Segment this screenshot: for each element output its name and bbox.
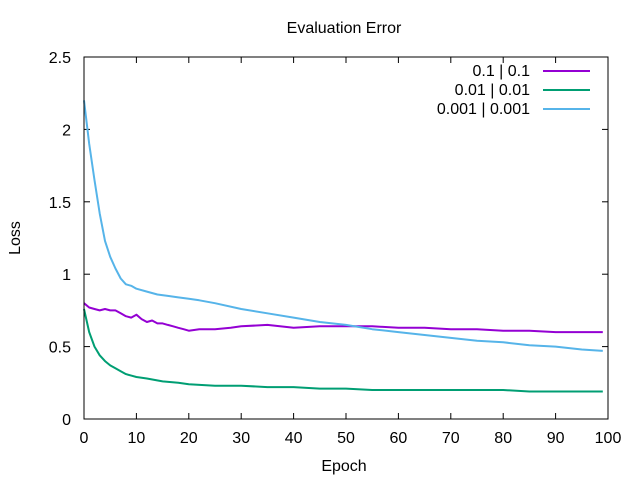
x-axis-label: Epoch [321, 458, 366, 475]
x-tick-label: 30 [232, 430, 250, 447]
x-tick-label: 40 [285, 430, 303, 447]
plot-frame [83, 56, 609, 420]
y-tick-label: 1 [62, 267, 71, 284]
x-tick-label: 0 [80, 430, 89, 447]
series-line-0 [83, 302, 603, 334]
x-tick-label: 80 [494, 430, 512, 447]
x-tick-label: 70 [442, 430, 460, 447]
x-tick-label: 90 [547, 430, 565, 447]
y-tick-label: 0.5 [49, 340, 71, 357]
x-tick-label: 10 [128, 430, 146, 447]
x-tick-label: 50 [337, 430, 355, 447]
y-tick-label: 2 [62, 122, 71, 139]
x-tick-label: 100 [595, 430, 622, 447]
series-layer [83, 100, 603, 393]
legend-label: 0.1 | 0.1 [472, 63, 530, 80]
legend-label: 0.01 | 0.01 [455, 82, 530, 99]
chart-title: Evaluation Error [287, 20, 402, 37]
x-tick-label: 60 [390, 430, 408, 447]
legend: 0.1 | 0.1 0.01 | 0.01 0.001 | 0.001 [437, 63, 590, 118]
y-axis-label: Loss [7, 221, 24, 255]
series-line-2 [83, 100, 603, 352]
y-tick-label: 0 [62, 412, 71, 429]
x-tick-label: 20 [180, 430, 198, 447]
y-tick-label: 2.5 [49, 50, 71, 67]
series-line-1 [83, 308, 603, 393]
axis-ticks: 0 10 20 30 40 50 60 70 80 90 100 0 0.5 1 1.5 2 2.5 [49, 50, 622, 447]
legend-label: 0.001 | 0.001 [437, 101, 530, 118]
y-tick-label: 1.5 [49, 195, 71, 212]
